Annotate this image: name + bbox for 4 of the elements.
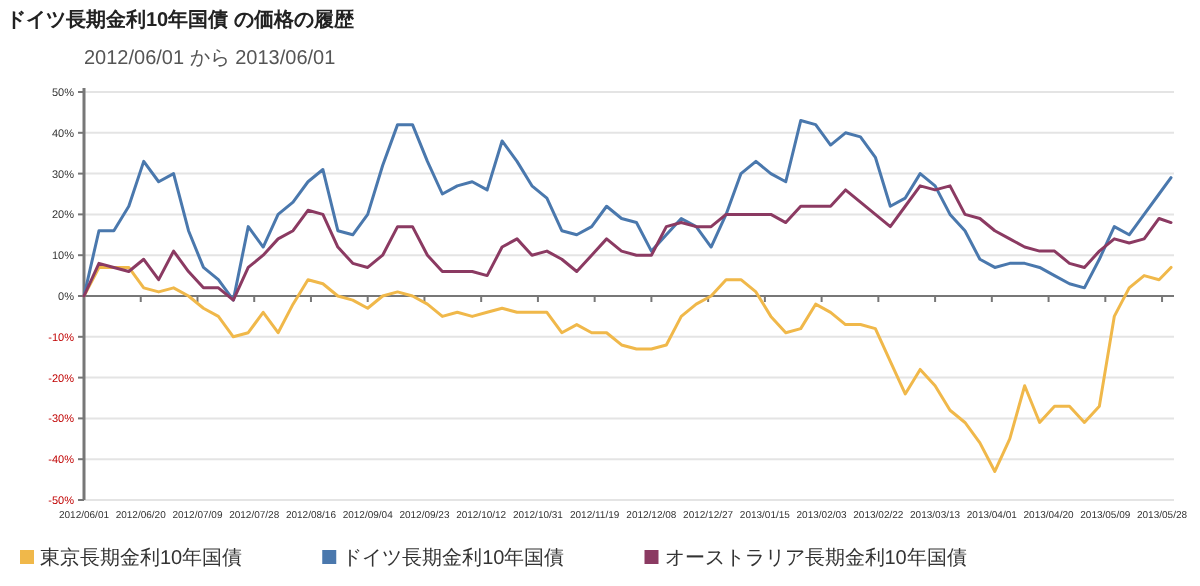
legend-label: ドイツ長期金利10年国債 bbox=[342, 546, 565, 570]
subtitle: 2012/06/01 から 2013/06/01 bbox=[84, 48, 336, 70]
legend-label: 東京長期金利10年国債 bbox=[40, 546, 243, 570]
title: ドイツ長期金利10年国債 の価格の履歴 bbox=[6, 10, 354, 32]
